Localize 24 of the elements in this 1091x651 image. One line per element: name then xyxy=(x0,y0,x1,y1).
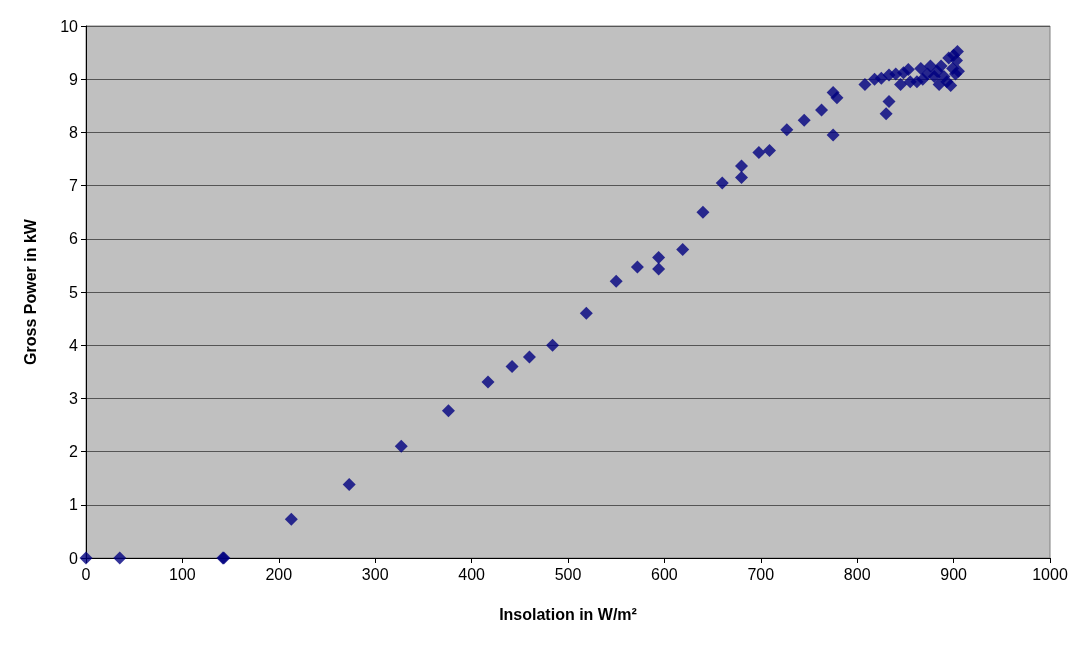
y-tick-label: 8 xyxy=(69,123,79,141)
x-axis-title: Insolation in W/m² xyxy=(499,605,637,623)
y-tick-label: 9 xyxy=(69,70,79,88)
x-tick-label: 300 xyxy=(361,565,389,583)
y-axis-title: Gross Power in kW xyxy=(21,218,39,365)
x-tick-label: 900 xyxy=(940,565,968,583)
y-tick-label: 1 xyxy=(69,496,79,514)
y-tick-label: 2 xyxy=(69,443,79,461)
x-tick-label: 600 xyxy=(651,565,678,583)
x-tick-label: 800 xyxy=(843,565,871,583)
x-tick-label: 400 xyxy=(458,565,486,583)
y-tick-label: 10 xyxy=(60,17,79,35)
x-tick-label: 0 xyxy=(81,565,91,583)
y-tick-label: 5 xyxy=(69,283,79,301)
x-tick-label: 200 xyxy=(265,565,293,583)
x-tick-label: 1000 xyxy=(1032,565,1068,583)
y-tick-label: 6 xyxy=(69,230,79,248)
y-tick-label: 0 xyxy=(69,549,79,567)
x-tick-label: 500 xyxy=(554,565,582,583)
x-tick-label: 100 xyxy=(169,565,196,583)
y-tick-label: 4 xyxy=(69,336,79,354)
y-tick-label: 7 xyxy=(69,177,79,195)
y-tick-label: 3 xyxy=(69,389,79,407)
x-tick-label: 700 xyxy=(747,565,775,583)
